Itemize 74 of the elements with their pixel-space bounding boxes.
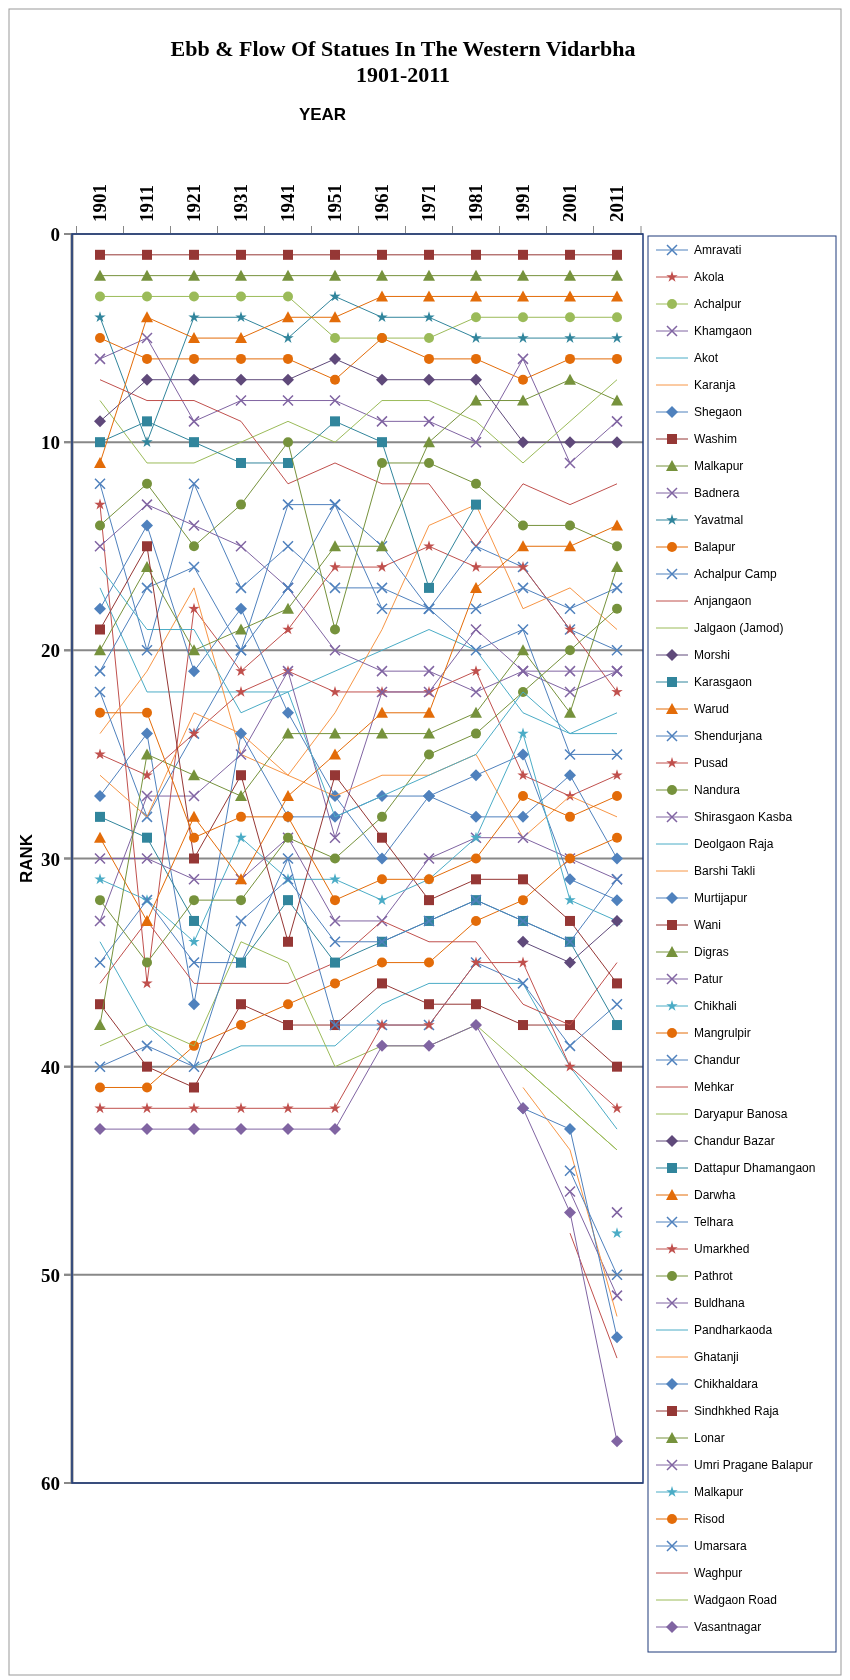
legend-label: Umri Pragane Balapur <box>694 1458 813 1472</box>
y-axis-title: RANK <box>17 833 36 884</box>
legend-label: Daryapur Banosa <box>694 1107 788 1121</box>
legend-label: Karanja <box>694 378 736 392</box>
legend-label: Pathrot <box>694 1269 734 1283</box>
legend-label: Mehkar <box>694 1080 735 1094</box>
legend-label: Yavatmal <box>694 513 744 527</box>
legend-label: Khamgaon <box>694 324 753 338</box>
legend-label: Chandur <box>694 1053 741 1067</box>
legend-label: Risod <box>694 1512 725 1526</box>
legend-label: Shirasgaon Kasba <box>694 810 793 824</box>
legend-label: Malkapur <box>694 459 744 473</box>
x-tick-label: 1981 <box>465 184 486 222</box>
legend-label: Jalgaon (Jamod) <box>694 621 784 635</box>
legend-label: Badnera <box>694 486 740 500</box>
legend-label: Wani <box>694 918 721 932</box>
legend-label: Mangrulpir <box>694 1026 751 1040</box>
legend-label: Buldhana <box>694 1296 746 1310</box>
x-tick-label: 1901 <box>89 184 110 222</box>
legend-label: Chikhaldara <box>694 1377 759 1391</box>
legend-label: Telhara <box>694 1215 734 1229</box>
legend-label: Barshi Takli <box>694 864 756 878</box>
legend-label: Washim <box>694 432 737 446</box>
legend-label: Malkapur <box>694 1485 744 1499</box>
legend-label: Digras <box>694 945 729 959</box>
legend-label: Sindhkhed Raja <box>694 1404 780 1418</box>
x-tick-label: 1951 <box>324 184 345 222</box>
x-tick-label: 1911 <box>136 185 157 222</box>
legend-label: Darwha <box>694 1188 736 1202</box>
x-tick-label: 1991 <box>512 184 533 222</box>
legend-label: Akot <box>694 351 719 365</box>
legend-label: Achalpur <box>694 297 742 311</box>
y-tick-label: 50 <box>41 1264 60 1286</box>
legend-label: Shegaon <box>694 405 743 419</box>
legend-label: Waghpur <box>694 1566 743 1580</box>
legend-label: Amravati <box>694 243 742 257</box>
y-tick-label: 40 <box>41 1056 60 1078</box>
x-tick-label: 2001 <box>559 184 580 222</box>
legend-label: Wadgaon Road <box>694 1593 777 1607</box>
x-tick-label: 2011 <box>606 185 627 222</box>
x-axis-title: YEAR <box>298 105 347 124</box>
legend-label: Vasantnagar <box>694 1620 762 1634</box>
x-tick-label: 1941 <box>277 184 298 222</box>
y-tick-label: 30 <box>41 848 60 870</box>
legend-label: Pusad <box>694 756 729 770</box>
y-tick-label: 0 <box>50 224 60 245</box>
y-tick-label: 20 <box>41 640 60 662</box>
y-tick-label: 10 <box>41 432 60 454</box>
legend-label: Morshi <box>694 648 731 662</box>
legend-label: Shendurjana <box>694 729 763 743</box>
legend-label: Patur <box>694 972 723 986</box>
legend-label: Deolgaon Raja <box>694 837 774 851</box>
x-tick-label: 1921 <box>183 184 204 222</box>
legend-label: Achalpur Camp <box>694 567 778 581</box>
x-tick-label: 1961 <box>371 184 392 222</box>
y-tick-label: 60 <box>41 1473 60 1494</box>
legend-label: Ghatanji <box>694 1350 739 1364</box>
x-tick-label: 1971 <box>418 184 439 222</box>
legend-label: Warud <box>694 702 729 716</box>
legend-label: Karasgaon <box>694 675 753 689</box>
legend-label: Lonar <box>694 1431 725 1445</box>
legend-label: Pandharkaoda <box>694 1323 773 1337</box>
legend-label: Murtijapur <box>694 891 748 905</box>
x-tick-label: 1931 <box>230 184 251 222</box>
legend-label: Umarsara <box>694 1539 747 1553</box>
legend-label: Chikhali <box>694 999 737 1013</box>
legend-label: Chandur Bazar <box>694 1134 775 1148</box>
legend-label: Anjangaon <box>694 594 752 608</box>
legend-label: Nandura <box>694 783 741 797</box>
chart-title: Ebb & Flow Of Statues In The Western Vidarbha 1901-2011 <box>170 36 636 87</box>
legend-label: Balapur <box>694 540 736 554</box>
legend-label: Akola <box>694 270 725 284</box>
legend-label: Dattapur Dhamangaon <box>694 1161 816 1175</box>
legend-label: Umarkhed <box>694 1242 750 1256</box>
